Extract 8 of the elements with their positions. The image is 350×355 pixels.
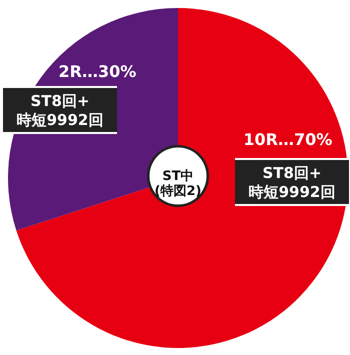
pie-slice [16,8,348,348]
text: ST中 (特図2) [154,169,202,199]
text: ST8回+ 時短9992回 [16,92,104,129]
slice-label: 10R [243,130,278,149]
data-label: …30% [82,62,136,81]
data-label: …70% [278,130,332,149]
text: ST8回+ 時短9992回 [248,164,336,201]
slice-label: 2R [58,62,82,81]
